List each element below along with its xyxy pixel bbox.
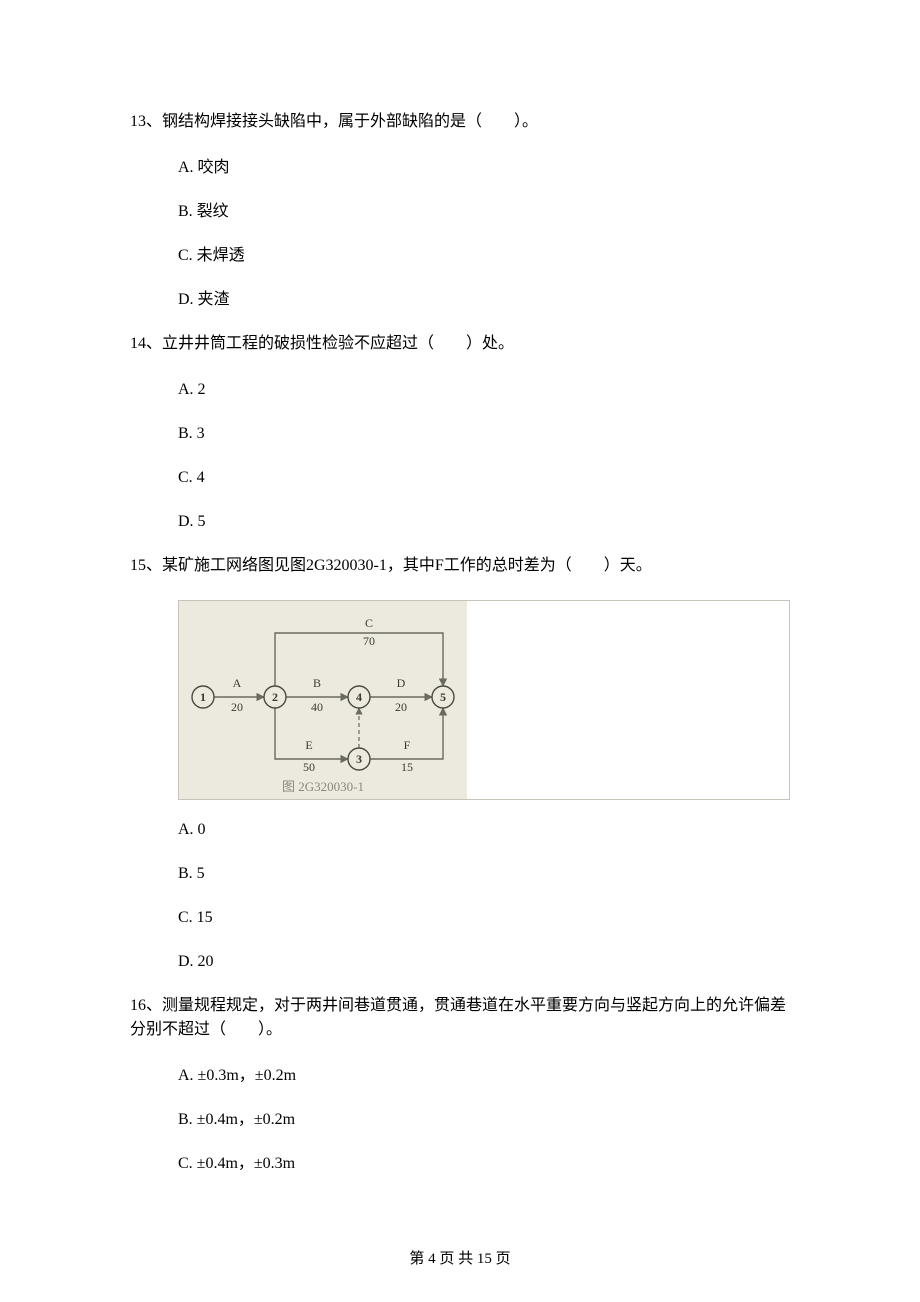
q13-option-B: B. 裂纹	[178, 200, 790, 224]
q13-option-C: C. 未焊透	[178, 244, 790, 268]
svg-text:15: 15	[401, 760, 413, 774]
network-diagram: A 20 B 40 D 20 C 70 E 50 F 15 1 2 3 4 5 图 2G320030-1	[178, 600, 790, 800]
q16-stem: 16、测量规程规定，对于两井间巷道贯通，贯通巷道在水平重要方向与竖起方向上的允许…	[130, 994, 790, 1042]
svg-text:E: E	[305, 738, 312, 752]
q15-option-C: C. 15	[178, 906, 790, 930]
q13-stem: 13、钢结构焊接接头缺陷中，属于外部缺陷的是（ ）。	[130, 110, 790, 134]
q16-option-B: B. ±0.4m，±0.2m	[178, 1108, 790, 1132]
svg-text:A: A	[233, 676, 242, 690]
q14-option-B: B. 3	[178, 422, 790, 446]
svg-text:B: B	[313, 676, 321, 690]
q13-option-A: A. 咬肉	[178, 156, 790, 180]
q14-option-D: D. 5	[178, 510, 790, 534]
svg-text:D: D	[397, 676, 406, 690]
exam-page: 13、钢结构焊接接头缺陷中，属于外部缺陷的是（ ）。 A. 咬肉 B. 裂纹 C…	[0, 0, 920, 1302]
q16-option-A: A. ±0.3m，±0.2m	[178, 1064, 790, 1088]
network-diagram-svg: A 20 B 40 D 20 C 70 E 50 F 15 1 2 3 4 5 图 2G320030-1	[179, 601, 467, 799]
svg-text:C: C	[365, 616, 373, 630]
svg-text:4: 4	[356, 690, 362, 704]
q14-option-A: A. 2	[178, 378, 790, 402]
q15-option-B: B. 5	[178, 862, 790, 886]
svg-text:70: 70	[363, 634, 375, 648]
q15-option-A: A. 0	[178, 818, 790, 842]
q16-option-C: C. ±0.4m，±0.3m	[178, 1152, 790, 1176]
svg-text:2: 2	[272, 690, 278, 704]
svg-text:3: 3	[356, 752, 362, 766]
q13-option-D: D. 夹渣	[178, 288, 790, 312]
page-footer: 第 4 页 共 15 页	[0, 1248, 920, 1271]
svg-text:20: 20	[395, 700, 407, 714]
svg-text:F: F	[404, 738, 411, 752]
svg-text:5: 5	[440, 690, 446, 704]
q15-option-D: D. 20	[178, 950, 790, 974]
svg-text:1: 1	[200, 690, 206, 704]
q14-stem: 14、立井井筒工程的破损性检验不应超过（ ）处。	[130, 332, 790, 356]
svg-text:20: 20	[231, 700, 243, 714]
svg-text:图 2G320030-1: 图 2G320030-1	[282, 779, 364, 794]
svg-text:50: 50	[303, 760, 315, 774]
q14-option-C: C. 4	[178, 466, 790, 490]
svg-text:40: 40	[311, 700, 323, 714]
q15-stem: 15、某矿施工网络图见图2G320030-1，其中F工作的总时差为（ ）天。	[130, 554, 790, 578]
